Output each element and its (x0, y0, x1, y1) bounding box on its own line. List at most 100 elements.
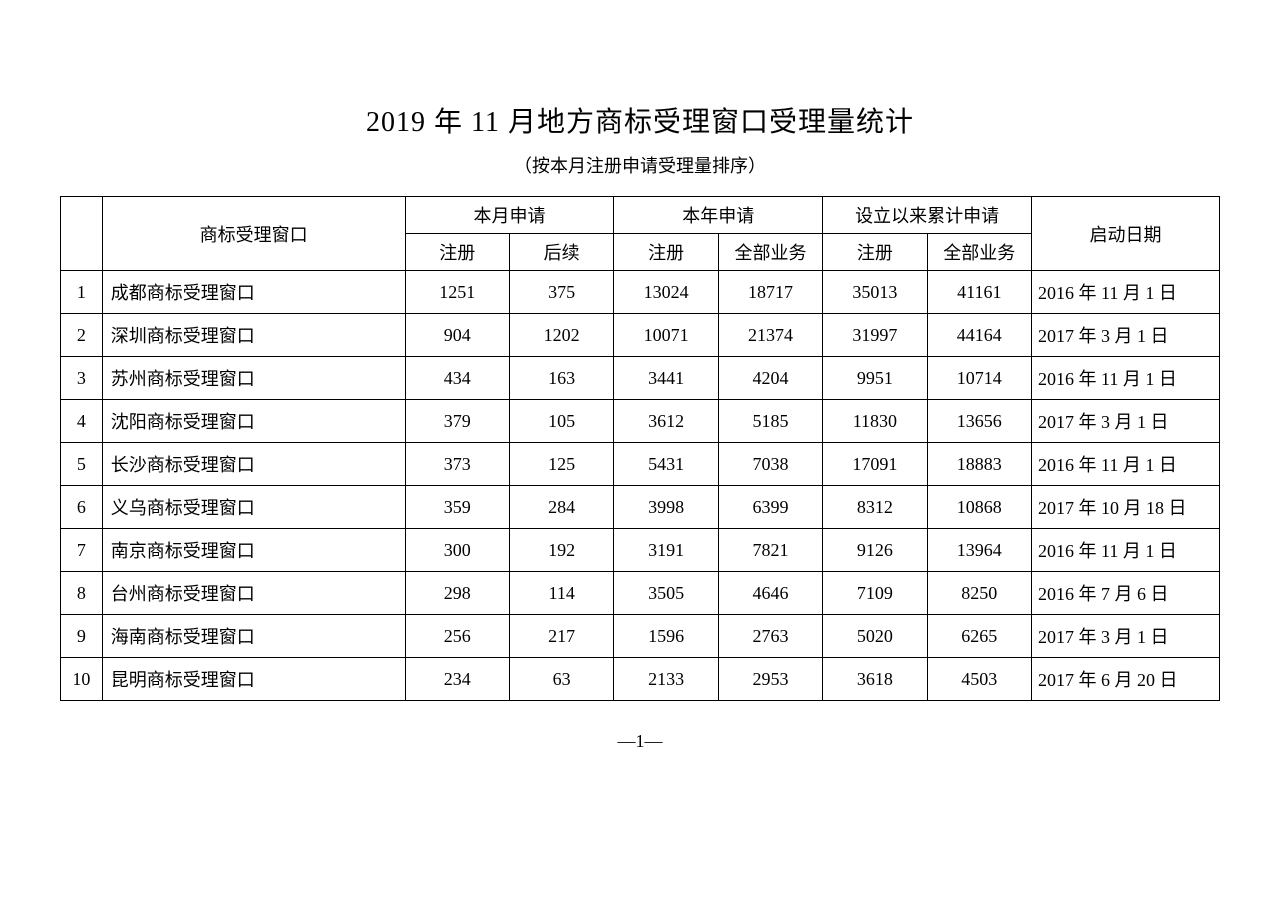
cell-window-name: 深圳商标受理窗口 (102, 314, 405, 357)
cell-month-reg: 300 (405, 529, 509, 572)
cell-total-all: 4503 (927, 658, 1031, 701)
page-number: —1— (60, 731, 1220, 752)
cell-start-date: 2017 年 6 月 20 日 (1032, 658, 1220, 701)
cell-window-name: 沈阳商标受理窗口 (102, 400, 405, 443)
cell-index: 3 (61, 357, 103, 400)
col-month-follow: 后续 (509, 234, 613, 271)
cell-month-follow: 1202 (509, 314, 613, 357)
cell-window-name: 义乌商标受理窗口 (102, 486, 405, 529)
document-page: 2019 年 11 月地方商标受理窗口受理量统计 （按本月注册申请受理量排序） … (0, 0, 1280, 752)
cell-year-all: 6399 (718, 486, 822, 529)
cell-index: 9 (61, 615, 103, 658)
cell-total-reg: 31997 (823, 314, 927, 357)
cell-total-all: 13656 (927, 400, 1031, 443)
stats-table: 商标受理窗口 本月申请 本年申请 设立以来累计申请 启动日期 注册 后续 注册 … (60, 196, 1220, 701)
cell-year-reg: 2133 (614, 658, 718, 701)
cell-total-reg: 5020 (823, 615, 927, 658)
table-row: 10昆明商标受理窗口2346321332953361845032017 年 6 … (61, 658, 1220, 701)
cell-year-reg: 1596 (614, 615, 718, 658)
cell-total-reg: 3618 (823, 658, 927, 701)
cell-window-name: 海南商标受理窗口 (102, 615, 405, 658)
cell-year-all: 7821 (718, 529, 822, 572)
cell-total-all: 13964 (927, 529, 1031, 572)
cell-total-reg: 9126 (823, 529, 927, 572)
table-row: 8台州商标受理窗口29811435054646710982502016 年 7 … (61, 572, 1220, 615)
cell-month-follow: 284 (509, 486, 613, 529)
cell-month-reg: 904 (405, 314, 509, 357)
cell-year-reg: 10071 (614, 314, 718, 357)
col-date-header: 启动日期 (1032, 197, 1220, 271)
cell-month-reg: 373 (405, 443, 509, 486)
cell-start-date: 2016 年 11 月 1 日 (1032, 271, 1220, 314)
cell-index: 5 (61, 443, 103, 486)
col-index-header (61, 197, 103, 271)
table-body: 1成都商标受理窗口1251375130241871735013411612016… (61, 271, 1220, 701)
cell-year-all: 2953 (718, 658, 822, 701)
col-total-reg: 注册 (823, 234, 927, 271)
cell-month-reg: 256 (405, 615, 509, 658)
cell-total-all: 6265 (927, 615, 1031, 658)
cell-total-reg: 9951 (823, 357, 927, 400)
cell-window-name: 长沙商标受理窗口 (102, 443, 405, 486)
cell-month-follow: 217 (509, 615, 613, 658)
cell-year-all: 7038 (718, 443, 822, 486)
cell-total-reg: 11830 (823, 400, 927, 443)
table-row: 3苏州商标受理窗口434163344142049951107142016 年 1… (61, 357, 1220, 400)
cell-total-reg: 17091 (823, 443, 927, 486)
cell-index: 4 (61, 400, 103, 443)
page-title: 2019 年 11 月地方商标受理窗口受理量统计 (60, 100, 1220, 140)
cell-index: 8 (61, 572, 103, 615)
cell-month-follow: 105 (509, 400, 613, 443)
cell-total-reg: 7109 (823, 572, 927, 615)
cell-month-reg: 379 (405, 400, 509, 443)
cell-start-date: 2016 年 11 月 1 日 (1032, 443, 1220, 486)
cell-start-date: 2016 年 7 月 6 日 (1032, 572, 1220, 615)
cell-index: 7 (61, 529, 103, 572)
cell-total-all: 8250 (927, 572, 1031, 615)
cell-window-name: 成都商标受理窗口 (102, 271, 405, 314)
table-row: 6义乌商标受理窗口359284399863998312108682017 年 1… (61, 486, 1220, 529)
cell-month-reg: 1251 (405, 271, 509, 314)
table-row: 2深圳商标受理窗口9041202100712137431997441642017… (61, 314, 1220, 357)
cell-year-reg: 3505 (614, 572, 718, 615)
cell-year-all: 4646 (718, 572, 822, 615)
cell-total-all: 44164 (927, 314, 1031, 357)
cell-start-date: 2017 年 10 月 18 日 (1032, 486, 1220, 529)
cell-year-reg: 3441 (614, 357, 718, 400)
cell-total-reg: 8312 (823, 486, 927, 529)
cell-window-name: 南京商标受理窗口 (102, 529, 405, 572)
cell-month-reg: 434 (405, 357, 509, 400)
page-subtitle: （按本月注册申请受理量排序） (60, 152, 1220, 178)
cell-start-date: 2017 年 3 月 1 日 (1032, 400, 1220, 443)
cell-total-all: 41161 (927, 271, 1031, 314)
cell-year-reg: 5431 (614, 443, 718, 486)
cell-start-date: 2016 年 11 月 1 日 (1032, 529, 1220, 572)
cell-total-all: 18883 (927, 443, 1031, 486)
cell-year-all: 5185 (718, 400, 822, 443)
table-row: 1成都商标受理窗口1251375130241871735013411612016… (61, 271, 1220, 314)
cell-index: 1 (61, 271, 103, 314)
col-window-header: 商标受理窗口 (102, 197, 405, 271)
cell-index: 2 (61, 314, 103, 357)
cell-month-follow: 192 (509, 529, 613, 572)
cell-start-date: 2017 年 3 月 1 日 (1032, 314, 1220, 357)
cell-month-follow: 114 (509, 572, 613, 615)
col-month-reg: 注册 (405, 234, 509, 271)
table-row: 9海南商标受理窗口25621715962763502062652017 年 3 … (61, 615, 1220, 658)
cell-year-reg: 3998 (614, 486, 718, 529)
cell-index: 10 (61, 658, 103, 701)
table-head: 商标受理窗口 本月申请 本年申请 设立以来累计申请 启动日期 注册 后续 注册 … (61, 197, 1220, 271)
cell-index: 6 (61, 486, 103, 529)
cell-total-reg: 35013 (823, 271, 927, 314)
cell-month-reg: 298 (405, 572, 509, 615)
col-total-all: 全部业务 (927, 234, 1031, 271)
col-year-all: 全部业务 (718, 234, 822, 271)
cell-year-all: 18717 (718, 271, 822, 314)
table-row: 4沈阳商标受理窗口3791053612518511830136562017 年 … (61, 400, 1220, 443)
cell-month-follow: 125 (509, 443, 613, 486)
cell-year-all: 21374 (718, 314, 822, 357)
cell-start-date: 2016 年 11 月 1 日 (1032, 357, 1220, 400)
cell-total-all: 10868 (927, 486, 1031, 529)
col-year-group: 本年申请 (614, 197, 823, 234)
table-row: 7南京商标受理窗口300192319178219126139642016 年 1… (61, 529, 1220, 572)
